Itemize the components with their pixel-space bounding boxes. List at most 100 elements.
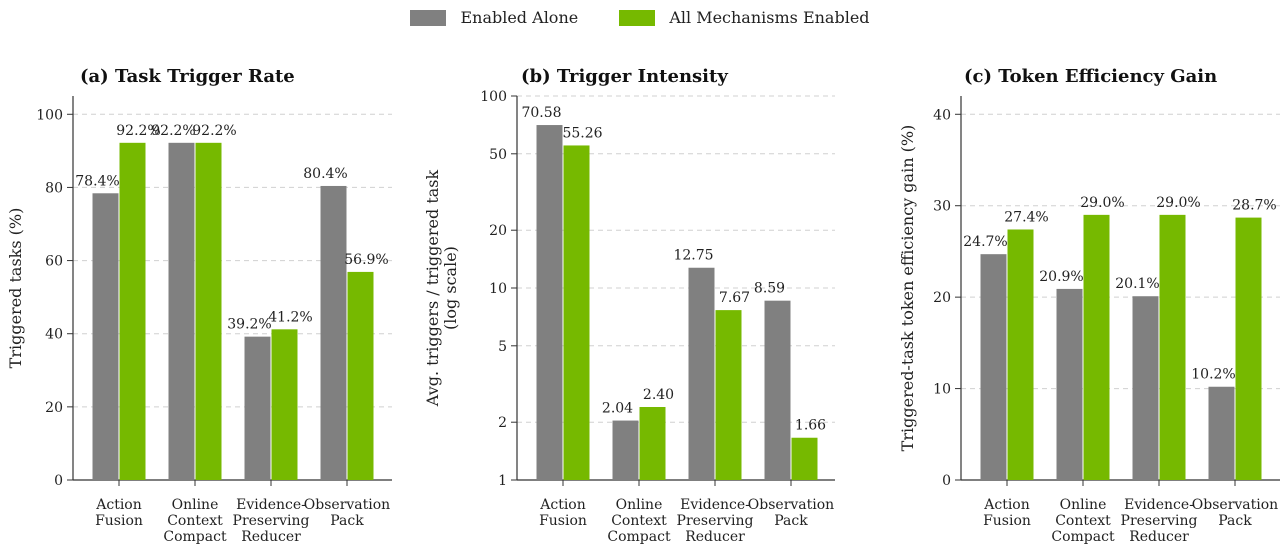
data-label: 2.04 xyxy=(602,401,633,417)
y-tick-label: 0 xyxy=(942,473,951,489)
y-tick-label: 60 xyxy=(45,254,63,270)
x-tick-label: Context xyxy=(1055,513,1111,529)
y-tick-label: 40 xyxy=(933,107,951,123)
data-label: 29.0% xyxy=(1156,195,1200,211)
legend-swatch-green xyxy=(619,9,656,26)
data-label: 2.40 xyxy=(643,387,674,403)
y-axis-label: (log scale) xyxy=(441,246,460,330)
data-label: 92.2% xyxy=(116,123,160,139)
x-tick-label: Compact xyxy=(607,529,671,545)
data-label: 80.4% xyxy=(303,166,347,182)
y-tick-label: 10 xyxy=(489,281,507,297)
x-tick-label: Preserving xyxy=(677,513,754,529)
y-tick-label: 1 xyxy=(498,473,507,489)
legend-label: Enabled Alone xyxy=(460,8,579,27)
data-label: 29.0% xyxy=(1080,195,1124,211)
y-tick-label: 20 xyxy=(45,400,63,416)
y-tick-label: 50 xyxy=(489,147,507,163)
bar xyxy=(536,125,563,480)
data-label: 78.4% xyxy=(75,173,119,189)
bar xyxy=(563,145,590,481)
bar xyxy=(980,254,1007,480)
bar xyxy=(1083,214,1110,480)
x-tick-label: Observation xyxy=(748,497,834,513)
bar xyxy=(347,271,374,480)
y-tick-label: 20 xyxy=(933,290,951,306)
y-tick-label: 80 xyxy=(45,180,63,196)
bar xyxy=(119,142,146,480)
bar xyxy=(715,310,742,480)
data-label: 92.2% xyxy=(151,123,195,139)
legend: Enabled Alone All Mechanisms Enabled xyxy=(0,8,1280,30)
data-label: 24.7% xyxy=(963,234,1007,250)
x-tick-label: Evidence- xyxy=(236,497,306,513)
x-tick-label: Preserving xyxy=(233,513,310,529)
x-tick-label: Fusion xyxy=(983,513,1031,529)
y-tick-label: 20 xyxy=(489,223,507,239)
x-tick-label: Reducer xyxy=(241,529,301,545)
data-label: 8.59 xyxy=(754,281,785,297)
data-label: 27.4% xyxy=(1004,209,1048,225)
y-tick-label: 5 xyxy=(498,339,507,355)
data-label: 56.9% xyxy=(344,252,388,268)
y-axis-label: Triggered-task token efficiency gain (%) xyxy=(898,125,917,452)
x-tick-label: Online xyxy=(1060,497,1107,513)
bar xyxy=(791,437,818,480)
y-axis-label: Triggered tasks (%) xyxy=(6,208,25,369)
x-tick-label: Evidence- xyxy=(680,497,750,513)
data-label: 41.2% xyxy=(268,309,312,325)
data-label: 39.2% xyxy=(227,317,271,333)
x-tick-label: Fusion xyxy=(95,513,143,529)
x-tick-label: Online xyxy=(172,497,219,513)
data-label: 10.2% xyxy=(1191,367,1235,383)
bar xyxy=(1007,229,1034,480)
legend-label: All Mechanisms Enabled xyxy=(669,8,870,27)
y-tick-label: 40 xyxy=(45,327,63,343)
data-label: 92.2% xyxy=(192,123,236,139)
bar xyxy=(1056,288,1083,480)
x-tick-label: Reducer xyxy=(685,529,745,545)
y-tick-label: 100 xyxy=(36,107,63,123)
bar xyxy=(168,142,195,480)
data-label: 1.66 xyxy=(795,418,826,434)
bar xyxy=(1235,217,1262,480)
bar xyxy=(271,329,298,480)
x-tick-label: Observation xyxy=(1192,497,1278,513)
bar xyxy=(764,300,791,480)
x-tick-label: Action xyxy=(983,497,1030,513)
x-tick-label: Preserving xyxy=(1121,513,1198,529)
bar xyxy=(92,193,119,480)
data-label: 7.67 xyxy=(719,290,750,306)
y-tick-label: 0 xyxy=(54,473,63,489)
x-tick-label: Fusion xyxy=(539,513,587,529)
bar xyxy=(195,142,222,480)
panel-title: (a) Task Trigger Rate xyxy=(80,66,295,87)
bar xyxy=(1159,214,1186,480)
bar xyxy=(244,336,271,480)
x-tick-label: Action xyxy=(95,497,142,513)
y-tick-label: 2 xyxy=(498,415,507,431)
panel-title: (b) Trigger Intensity xyxy=(521,66,728,87)
panel-title: (c) Token Efficiency Gain xyxy=(964,66,1217,87)
bar xyxy=(688,267,715,480)
y-axis-label: Avg. triggers / triggered task xyxy=(423,170,442,408)
data-label: 20.9% xyxy=(1039,269,1083,285)
legend-swatch-gray xyxy=(410,9,447,26)
x-tick-label: Online xyxy=(616,497,663,513)
legend-item-all-enabled: All Mechanisms Enabled xyxy=(619,8,870,27)
data-label: 55.26 xyxy=(562,125,602,141)
bar xyxy=(1132,296,1159,480)
x-tick-label: Observation xyxy=(304,497,390,513)
bar xyxy=(612,420,639,480)
bar xyxy=(1208,386,1235,480)
x-tick-label: Action xyxy=(539,497,586,513)
y-tick-label: 30 xyxy=(933,199,951,215)
data-label: 20.1% xyxy=(1115,276,1159,292)
x-tick-label: Reducer xyxy=(1129,529,1189,545)
x-tick-label: Context xyxy=(167,513,223,529)
data-label: 28.7% xyxy=(1232,198,1276,214)
data-label: 12.75 xyxy=(673,248,713,264)
y-tick-label: 100 xyxy=(480,89,507,105)
x-tick-label: Pack xyxy=(774,513,808,529)
